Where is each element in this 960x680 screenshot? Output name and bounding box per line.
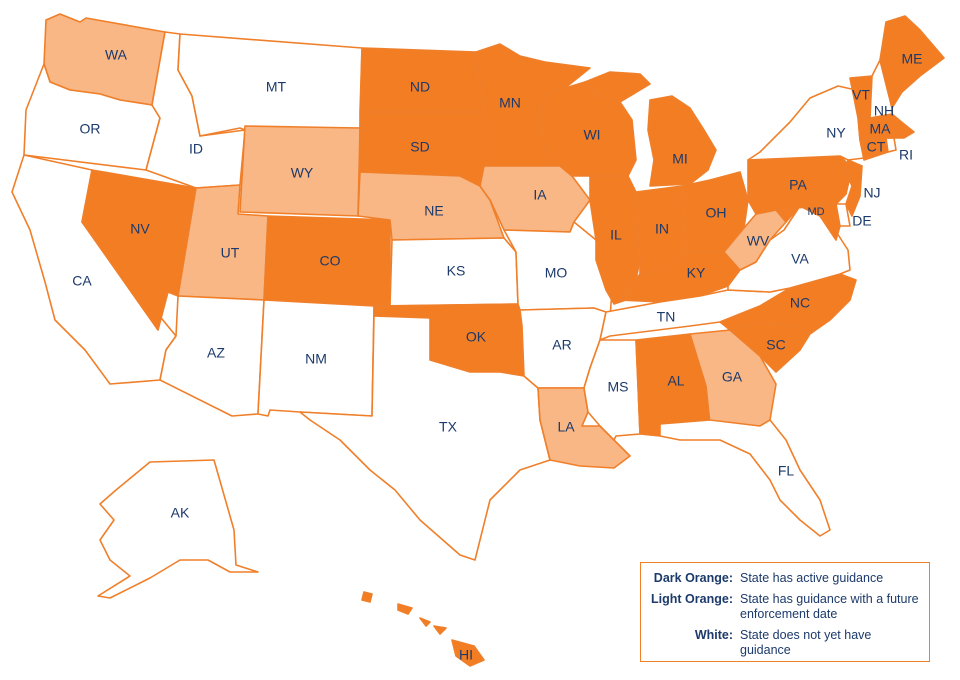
label-id: ID [189,141,203,157]
label-nm: NM [305,351,327,367]
label-ut: UT [221,245,240,261]
label-ia: IA [533,187,547,203]
state-ri[interactable] [885,137,897,153]
label-sc: SC [766,337,785,353]
label-ga: GA [722,369,743,385]
label-mn: MN [499,95,521,111]
label-fl: FL [778,463,795,479]
label-az: AZ [207,345,225,361]
legend-row-dark: Dark Orange: State has active guidance [647,571,919,586]
legend-row-light: Light Orange: State has guidance with a … [647,592,919,622]
state-hi[interactable] [361,591,485,667]
legend-description: State has guidance with a future enforce… [740,592,919,621]
legend-description: State has active guidance [740,571,884,585]
label-co: CO [320,253,341,269]
label-oh: OH [706,205,727,221]
label-mo: MO [545,265,568,281]
label-me: ME [902,51,923,67]
legend-row-white: White: State does not yet have guidance [647,628,919,658]
label-wv: WV [747,233,770,249]
state-nc[interactable] [719,273,857,335]
label-md: MD [807,206,824,218]
state-ny[interactable] [747,85,865,161]
label-nd: ND [410,79,430,95]
label-pa: PA [789,177,807,193]
label-wi: WI [583,127,600,143]
label-la: LA [557,419,575,435]
label-tn: TN [657,309,676,325]
label-wy: WY [291,165,314,181]
label-ct: CT [867,139,886,155]
label-de: DE [852,213,871,229]
label-hi: HI [459,647,473,663]
state-ak[interactable] [97,459,259,599]
label-ms: MS [608,379,629,395]
label-tx: TX [439,419,458,435]
label-ks: KS [447,263,466,279]
label-ca: CA [72,273,92,289]
legend-key: Light Orange: [651,592,733,606]
label-ky: KY [687,265,706,281]
label-wa: WA [105,47,128,63]
state-fl[interactable] [659,419,831,537]
label-sd: SD [410,139,429,155]
label-ok: OK [466,329,487,345]
state-mi[interactable] [584,71,717,187]
label-ny: NY [826,125,846,141]
label-al: AL [667,373,684,389]
label-ak: AK [171,505,190,521]
label-mi: MI [672,151,688,167]
state-de[interactable] [835,203,851,227]
label-il: IL [610,227,622,243]
label-in: IN [655,221,669,237]
label-nj: NJ [863,185,880,201]
label-mt: MT [266,79,287,95]
state-nh[interactable] [869,59,893,119]
state-pa[interactable] [747,155,853,215]
label-nh: NH [874,103,894,119]
label-ne: NE [424,203,443,219]
state-il[interactable] [589,175,641,305]
label-ar: AR [552,337,571,353]
label-vt: VT [852,87,870,103]
label-nv: NV [130,221,150,237]
state-nj[interactable] [845,159,863,217]
label-ma: MA [870,121,892,137]
label-nc: NC [790,295,810,311]
state-ma[interactable] [857,113,915,141]
legend-description: State does not yet have guidance [740,628,872,657]
map-legend: Dark Orange: State has active guidance L… [640,562,930,662]
label-va: VA [791,251,809,267]
state-tx[interactable] [299,315,551,561]
state-me[interactable] [879,15,945,109]
label-ri: RI [899,147,913,163]
legend-key: Dark Orange: [653,571,733,585]
legend-key: White: [694,628,733,642]
label-or: OR [80,121,101,137]
